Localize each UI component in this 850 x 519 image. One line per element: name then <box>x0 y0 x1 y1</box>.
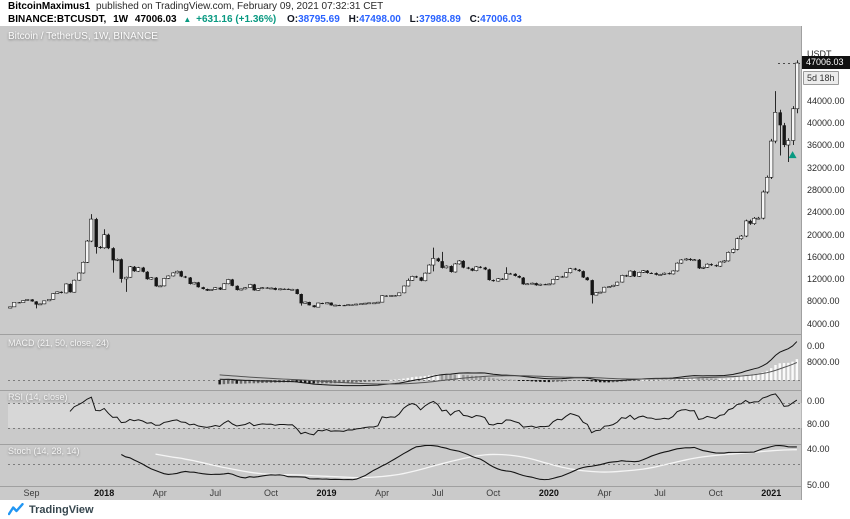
axis-tick: 36000.00 <box>807 140 845 151</box>
axis-tick: 24000.00 <box>807 207 845 218</box>
chart-legend[interactable]: Bitcoin / TetherUS, 1W, BINANCE <box>8 31 158 42</box>
footer-bar: TradingView <box>0 500 850 519</box>
time-tick: 2019 <box>316 488 337 498</box>
time-tick: 2020 <box>538 488 559 498</box>
axis-tick: 4000.00 <box>807 318 840 329</box>
time-axis[interactable]: Sep 2018 Apr Jul Oct 2019 Apr Jul Oct 2020 Apr Jul O… <box>0 487 802 500</box>
time-tick: Apr <box>375 488 390 498</box>
axis-tick: 40000.00 <box>807 118 845 129</box>
time-tick: 2021 <box>761 488 782 498</box>
time-tick: Jul <box>209 488 222 498</box>
axis-tick: 0.00 <box>807 341 825 351</box>
time-tick: Jul <box>654 488 666 498</box>
time-tick: Apr <box>597 488 612 498</box>
last-price-label: 47006.03 <box>802 56 850 70</box>
time-tick: Sep <box>23 488 40 498</box>
time-tick: Apr <box>152 488 167 498</box>
tradingview-logo-icon[interactable] <box>8 503 24 516</box>
axis-tick: 44000.00 <box>807 95 845 106</box>
bar-countdown: 5d 18h <box>803 70 839 85</box>
axis-tick: 32000.00 <box>807 162 845 173</box>
time-tick: Oct <box>263 488 278 498</box>
axis-tick: 12000.00 <box>807 274 845 285</box>
axis-tick: 20000.00 <box>807 229 845 240</box>
time-tick: Oct <box>486 488 501 498</box>
tradingview-brand[interactable]: TradingView <box>29 503 94 516</box>
axis-tick: 0.00 <box>807 396 825 406</box>
time-tick: Oct <box>708 488 723 498</box>
axis-tick: 80.00 <box>807 419 830 429</box>
time-tick: Jul <box>431 488 444 498</box>
axis-tick: 8000.00 <box>807 357 840 367</box>
price-axis[interactable]: USDT 44000.00 40000.00 36000.00 32000.00 2800… <box>802 26 850 500</box>
time-tick: 2018 <box>94 488 115 498</box>
macd-panel-label[interactable]: MACD (21, 50, close, 24) <box>8 338 110 348</box>
axis-tick: 28000.00 <box>807 184 845 195</box>
axis-tick: 8000.00 <box>807 296 840 307</box>
axis-tick: 16000.00 <box>807 251 845 262</box>
axis-tick: USDT <box>807 49 832 59</box>
axis-tick: 40.00 <box>807 444 830 454</box>
axis-tick: 50.00 <box>807 480 830 490</box>
rsi-panel-label[interactable]: RSI (14, close) <box>8 392 68 402</box>
stoch-panel-label[interactable]: Stoch (14, 28, 14) <box>8 446 80 456</box>
